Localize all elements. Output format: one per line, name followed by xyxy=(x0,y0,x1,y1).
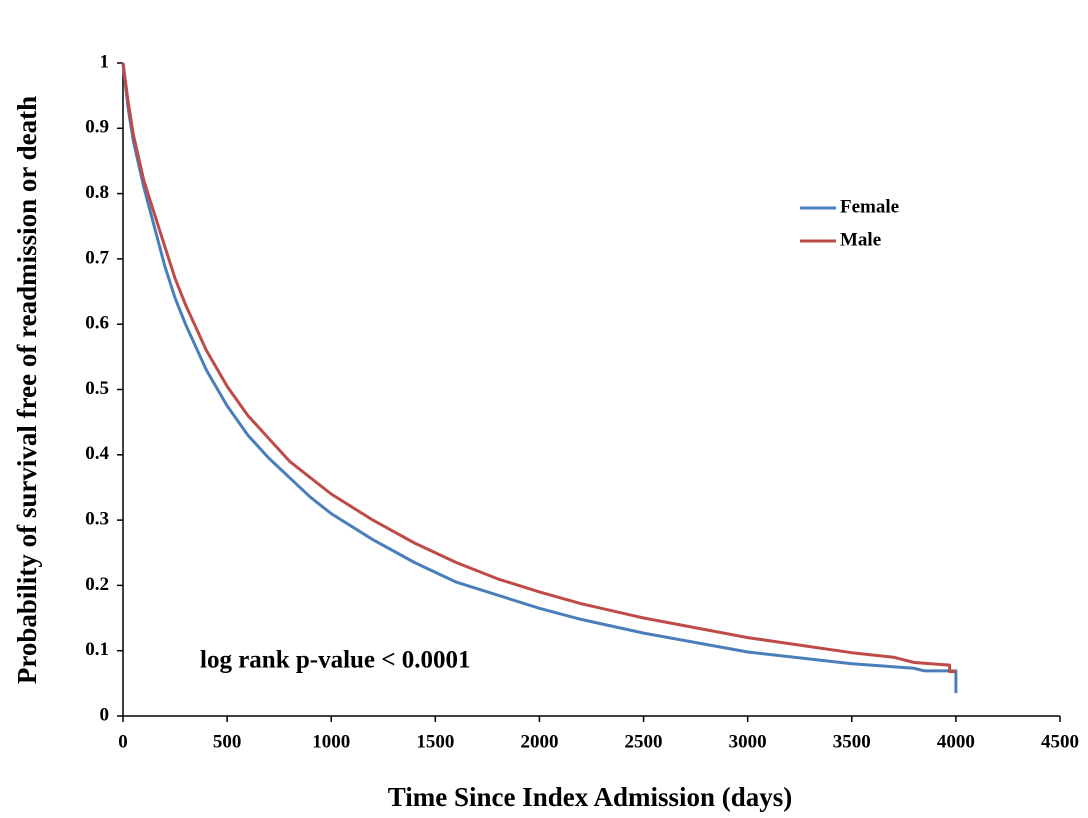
annotation: log rank p-value < 0.0001 xyxy=(200,647,471,674)
legend-label: Female xyxy=(840,196,899,217)
legend-label: Male xyxy=(840,229,881,250)
x-tick-label: 3500 xyxy=(833,731,871,752)
y-tick-label: 0.3 xyxy=(85,508,109,529)
x-tick-label: 500 xyxy=(213,731,242,752)
x-tick-label: 2500 xyxy=(625,731,663,752)
y-tick-label: 0.9 xyxy=(85,117,109,138)
x-tick-label: 1000 xyxy=(312,731,350,752)
line-series xyxy=(121,62,956,674)
y-tick-label: 0.5 xyxy=(85,378,109,399)
x-tick-label: 3000 xyxy=(729,731,767,752)
y-tick-label: 0.6 xyxy=(85,313,109,334)
y-axis-title: Probability of survival free of readmiss… xyxy=(12,96,42,684)
y-tick-label: 0.8 xyxy=(85,182,109,203)
line-series xyxy=(121,62,958,694)
y-tick-label: 0 xyxy=(100,704,110,725)
y-tick-label: 0.7 xyxy=(85,247,109,268)
y-tick-label: 0.4 xyxy=(85,443,109,464)
x-tick-label: 4500 xyxy=(1041,731,1079,752)
x-axis-title: Time Since Index Admission (days) xyxy=(388,782,793,812)
x-tick-label: 0 xyxy=(118,731,128,752)
x-tick-label: 2000 xyxy=(520,731,558,752)
y-tick-label: 0.1 xyxy=(85,639,109,660)
x-tick-label: 4000 xyxy=(937,731,975,752)
x-tick-label: 1500 xyxy=(416,731,454,752)
y-tick-label: 1 xyxy=(100,51,110,72)
y-tick-label: 0.2 xyxy=(85,574,109,595)
